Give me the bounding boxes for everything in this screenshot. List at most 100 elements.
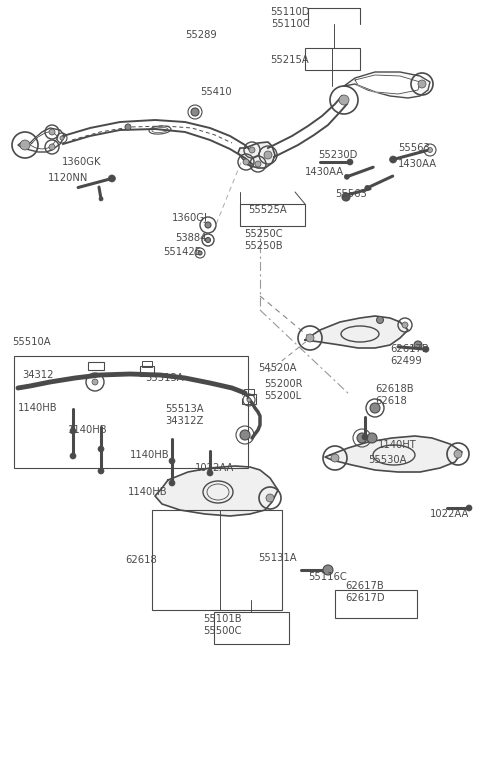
Text: 1430AA: 1430AA — [398, 159, 437, 169]
Circle shape — [376, 316, 384, 324]
Circle shape — [423, 347, 429, 352]
Circle shape — [49, 144, 55, 150]
Polygon shape — [155, 466, 278, 516]
Circle shape — [370, 403, 380, 413]
Bar — [142, 361, 152, 367]
Circle shape — [205, 222, 211, 228]
Text: 55510A: 55510A — [12, 337, 50, 347]
Circle shape — [342, 193, 350, 201]
Circle shape — [20, 140, 30, 150]
Circle shape — [362, 434, 368, 440]
Bar — [152, 510, 282, 610]
Polygon shape — [18, 128, 65, 152]
Circle shape — [108, 175, 115, 182]
Text: 55230D: 55230D — [318, 150, 358, 160]
Circle shape — [306, 334, 314, 342]
Text: 55563: 55563 — [335, 189, 367, 199]
Text: 34312: 34312 — [22, 370, 53, 380]
Circle shape — [428, 147, 432, 153]
Text: 55525A: 55525A — [248, 205, 287, 215]
Polygon shape — [30, 131, 58, 149]
Circle shape — [414, 341, 422, 349]
Circle shape — [92, 379, 98, 385]
Polygon shape — [238, 142, 275, 168]
Text: 1022AA: 1022AA — [195, 463, 234, 473]
Circle shape — [99, 197, 103, 201]
Circle shape — [98, 446, 104, 452]
Text: 1140HB: 1140HB — [130, 450, 169, 460]
Text: 1022AA: 1022AA — [430, 509, 469, 519]
Circle shape — [70, 428, 76, 434]
Text: 1120NN: 1120NN — [48, 173, 88, 183]
Circle shape — [169, 458, 175, 464]
Circle shape — [454, 450, 462, 458]
Polygon shape — [305, 316, 408, 348]
Circle shape — [357, 433, 367, 443]
Text: 1360GK: 1360GK — [62, 157, 101, 167]
Text: 55513A: 55513A — [145, 373, 184, 383]
Circle shape — [326, 567, 332, 573]
Circle shape — [125, 124, 131, 130]
Bar — [244, 389, 254, 395]
Circle shape — [367, 433, 377, 443]
Circle shape — [323, 565, 333, 575]
Polygon shape — [325, 436, 462, 472]
Text: 1140HT: 1140HT — [378, 440, 417, 450]
Circle shape — [365, 185, 370, 191]
Text: 62618B
62618: 62618B 62618 — [375, 384, 414, 406]
Text: 53884: 53884 — [175, 233, 206, 243]
Text: 1360GJ: 1360GJ — [172, 213, 208, 223]
Bar — [14, 356, 248, 468]
Text: 55410: 55410 — [200, 87, 232, 97]
Bar — [88, 362, 104, 370]
Text: 55563: 55563 — [398, 143, 430, 153]
Text: 55530A: 55530A — [368, 455, 407, 465]
Circle shape — [247, 398, 251, 402]
Circle shape — [343, 193, 348, 198]
Circle shape — [205, 237, 211, 242]
Circle shape — [191, 108, 199, 116]
Polygon shape — [344, 72, 430, 98]
Text: 54520A: 54520A — [258, 363, 297, 373]
Text: 1140HB: 1140HB — [68, 425, 108, 435]
Text: 55116C: 55116C — [308, 572, 347, 582]
Text: 55250C
55250B: 55250C 55250B — [244, 229, 283, 252]
Text: 55142E: 55142E — [163, 247, 201, 257]
Bar — [140, 366, 154, 376]
Text: 55289: 55289 — [185, 30, 217, 40]
Circle shape — [264, 151, 272, 159]
Circle shape — [339, 95, 349, 105]
Bar — [240, 204, 305, 226]
Circle shape — [98, 468, 104, 474]
Circle shape — [331, 454, 339, 462]
Circle shape — [240, 430, 250, 440]
Circle shape — [390, 156, 396, 163]
Circle shape — [255, 161, 261, 167]
Polygon shape — [355, 75, 420, 94]
Text: 55110D
55110C: 55110D 55110C — [270, 7, 310, 29]
Text: 62618: 62618 — [125, 555, 157, 565]
Circle shape — [169, 480, 175, 486]
Text: 55131A: 55131A — [258, 553, 297, 563]
Circle shape — [402, 322, 408, 328]
Circle shape — [347, 159, 353, 165]
Text: 55200R
55200L: 55200R 55200L — [264, 378, 302, 401]
Text: 55215A: 55215A — [270, 55, 309, 65]
Circle shape — [266, 494, 274, 502]
Circle shape — [249, 147, 255, 153]
Text: 55513A
34312Z: 55513A 34312Z — [165, 404, 204, 426]
Text: 1140HB: 1140HB — [18, 403, 58, 413]
Bar — [214, 612, 289, 644]
Text: 55101B
55500C: 55101B 55500C — [203, 614, 241, 636]
Text: 1430AA: 1430AA — [305, 167, 344, 177]
Circle shape — [49, 129, 55, 135]
Text: 62617B
62499: 62617B 62499 — [390, 344, 429, 366]
Circle shape — [344, 174, 349, 179]
Circle shape — [466, 505, 472, 511]
Text: 1140HB: 1140HB — [128, 487, 168, 497]
Circle shape — [70, 453, 76, 459]
Circle shape — [198, 251, 202, 255]
Bar — [335, 590, 417, 618]
Bar — [242, 394, 256, 404]
Circle shape — [418, 80, 426, 88]
